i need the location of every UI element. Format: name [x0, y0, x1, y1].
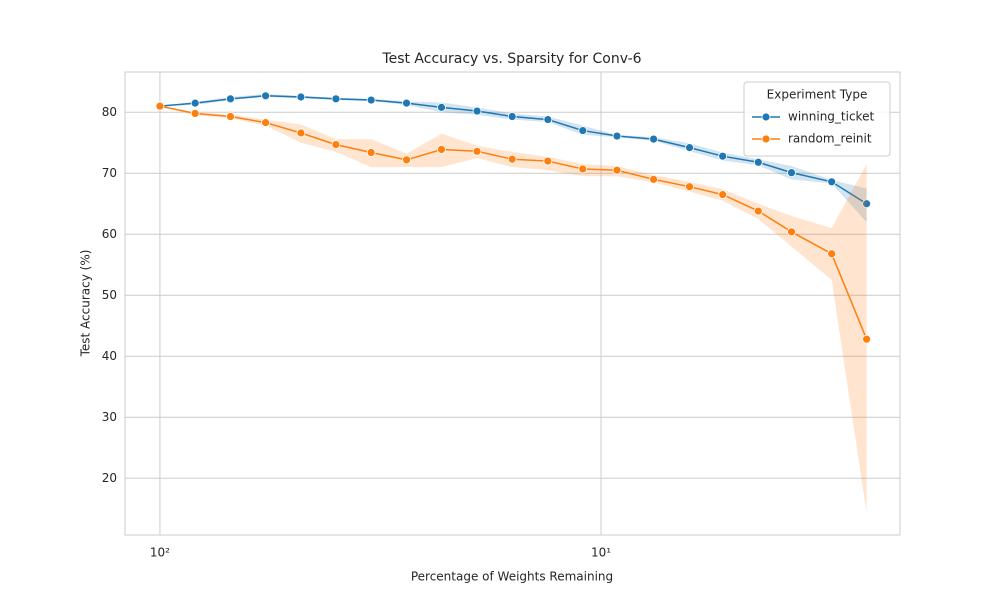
- x-axis-label: Percentage of Weights Remaining: [411, 570, 613, 584]
- data-point: [437, 145, 446, 154]
- y-tick-label: 60: [102, 227, 117, 241]
- data-point: [472, 106, 482, 116]
- data-point: [366, 148, 376, 157]
- data-point: [296, 92, 306, 102]
- data-point: [366, 95, 376, 105]
- data-point: [261, 91, 271, 101]
- x-tick-label: 10²: [150, 546, 170, 560]
- data-point: [753, 206, 763, 216]
- legend-label: winning_ticket: [788, 110, 874, 124]
- data-point: [685, 143, 694, 153]
- data-point: [862, 334, 871, 344]
- data-point: [331, 94, 341, 104]
- data-point: [190, 109, 200, 118]
- data-point: [190, 98, 200, 108]
- data-point: [507, 154, 517, 164]
- data-point: [331, 140, 341, 149]
- data-point: [787, 168, 796, 178]
- data-point: [261, 118, 271, 128]
- data-point: [612, 131, 622, 141]
- data-point: [862, 199, 871, 209]
- legend-marker: [761, 112, 771, 122]
- y-tick-label: 50: [102, 288, 117, 302]
- data-point: [649, 134, 659, 144]
- data-point: [578, 164, 588, 174]
- data-point: [827, 249, 837, 259]
- data-point: [827, 177, 837, 187]
- data-point: [649, 174, 659, 184]
- data-point: [787, 227, 796, 237]
- data-point: [718, 190, 728, 200]
- legend-marker: [761, 134, 771, 144]
- data-point: [718, 151, 728, 161]
- chart-title: Test Accuracy vs. Sparsity for Conv-6: [381, 51, 641, 67]
- data-point: [402, 98, 411, 108]
- data-point: [472, 146, 482, 156]
- y-tick-label: 80: [102, 105, 117, 119]
- y-axis-label: Test Accuracy (%): [79, 250, 93, 358]
- y-tick-label: 70: [102, 166, 117, 180]
- legend-box: [743, 81, 891, 157]
- y-tick-label: 40: [102, 349, 117, 363]
- data-point: [578, 126, 588, 135]
- plot-frame: [124, 71, 901, 536]
- data-point: [437, 102, 446, 112]
- data-point: [612, 165, 622, 175]
- data-point: [685, 182, 694, 192]
- data-point: [753, 157, 763, 167]
- legend-title: Experiment Type: [767, 88, 868, 102]
- data-point: [226, 112, 235, 121]
- y-tick-label: 30: [102, 410, 117, 424]
- data-point: [226, 94, 235, 104]
- legend-label: random_reinit: [788, 132, 872, 146]
- data-point: [507, 112, 517, 121]
- data-point: [402, 155, 411, 165]
- data-point: [543, 156, 553, 166]
- data-point: [155, 101, 165, 111]
- data-point: [543, 115, 553, 124]
- y-tick-label: 20: [102, 471, 117, 485]
- x-tick-label: 10¹: [591, 546, 611, 560]
- data-point: [296, 128, 306, 138]
